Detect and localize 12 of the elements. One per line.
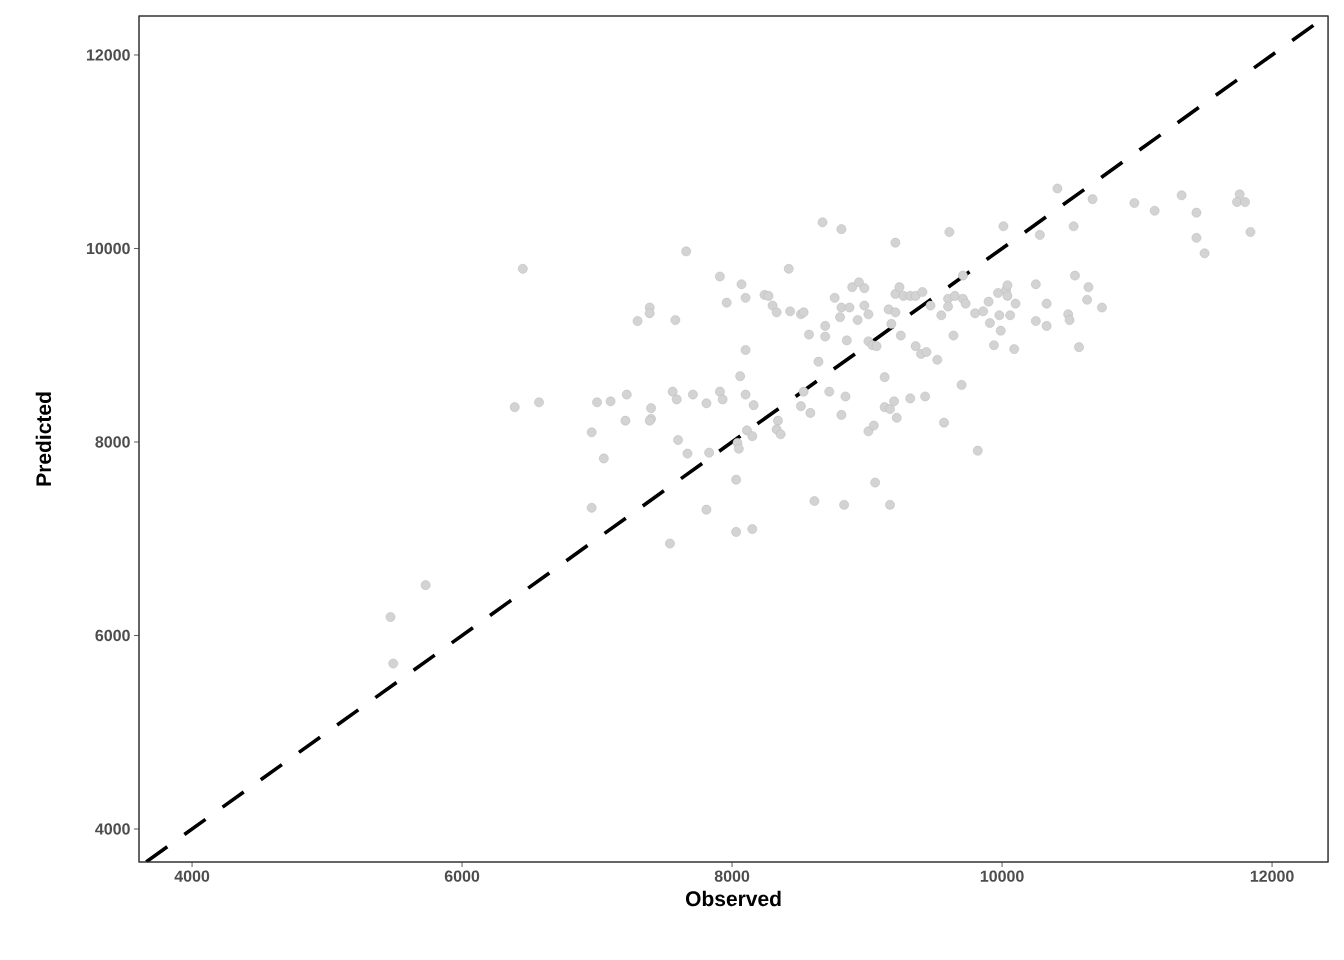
x-tick-label: 10000 [980,870,1024,882]
y-tick-label: 4000 [95,823,130,835]
x-tick-label: 6000 [444,870,480,882]
x-tick-label: 12000 [1250,870,1294,882]
y-axis-title: Predicted [35,392,52,486]
y-tick-label: 10000 [86,242,130,255]
x-tick-label: 4000 [174,870,210,882]
y-tick-label: 12000 [86,49,130,61]
y-tick-label: 8000 [95,436,130,448]
x-axis-title: Observed [685,890,781,907]
x-tick-label: 8000 [714,870,750,882]
y-tick-label: 6000 [95,629,130,642]
